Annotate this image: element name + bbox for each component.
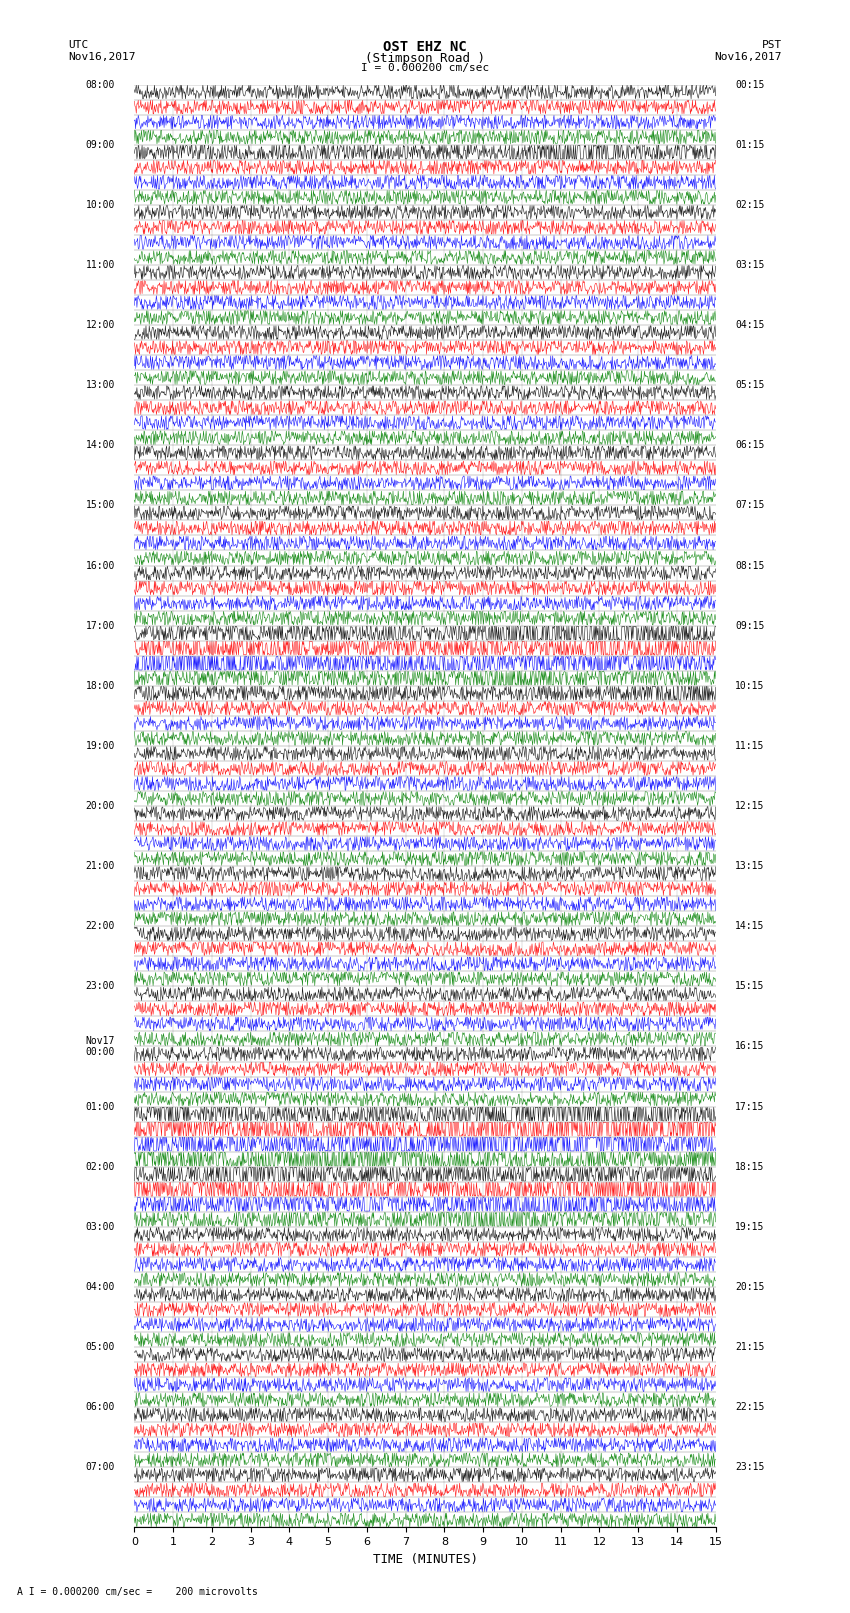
Text: 01:15: 01:15	[735, 140, 764, 150]
Text: 12:00: 12:00	[86, 319, 115, 331]
Text: 11:00: 11:00	[86, 260, 115, 269]
Text: 16:15: 16:15	[735, 1042, 764, 1052]
X-axis label: TIME (MINUTES): TIME (MINUTES)	[372, 1553, 478, 1566]
Text: 08:15: 08:15	[735, 560, 764, 571]
Text: PST
Nov16,2017: PST Nov16,2017	[715, 40, 782, 61]
Text: 15:15: 15:15	[735, 981, 764, 992]
Text: 20:00: 20:00	[86, 802, 115, 811]
Text: 20:15: 20:15	[735, 1282, 764, 1292]
Text: 09:00: 09:00	[86, 140, 115, 150]
Text: 02:00: 02:00	[86, 1161, 115, 1171]
Text: A I = 0.000200 cm/sec =    200 microvolts: A I = 0.000200 cm/sec = 200 microvolts	[17, 1587, 258, 1597]
Text: 04:00: 04:00	[86, 1282, 115, 1292]
Text: 22:15: 22:15	[735, 1402, 764, 1413]
Text: 14:15: 14:15	[735, 921, 764, 931]
Text: 19:15: 19:15	[735, 1223, 764, 1232]
Text: 06:15: 06:15	[735, 440, 764, 450]
Text: 21:15: 21:15	[735, 1342, 764, 1352]
Text: 18:00: 18:00	[86, 681, 115, 690]
Text: UTC
Nov16,2017: UTC Nov16,2017	[68, 40, 135, 61]
Text: 13:15: 13:15	[735, 861, 764, 871]
Text: 10:15: 10:15	[735, 681, 764, 690]
Text: 06:00: 06:00	[86, 1402, 115, 1413]
Text: 22:00: 22:00	[86, 921, 115, 931]
Text: 07:00: 07:00	[86, 1463, 115, 1473]
Text: 14:00: 14:00	[86, 440, 115, 450]
Text: 05:15: 05:15	[735, 381, 764, 390]
Text: 19:00: 19:00	[86, 740, 115, 752]
Text: 01:00: 01:00	[86, 1102, 115, 1111]
Text: 00:15: 00:15	[735, 79, 764, 89]
Text: 16:00: 16:00	[86, 560, 115, 571]
Text: 07:15: 07:15	[735, 500, 764, 510]
Text: 17:15: 17:15	[735, 1102, 764, 1111]
Text: 08:00: 08:00	[86, 79, 115, 89]
Text: 13:00: 13:00	[86, 381, 115, 390]
Text: I = 0.000200 cm/sec: I = 0.000200 cm/sec	[361, 63, 489, 73]
Text: 10:00: 10:00	[86, 200, 115, 210]
Text: 04:15: 04:15	[735, 319, 764, 331]
Text: 18:15: 18:15	[735, 1161, 764, 1171]
Text: 05:00: 05:00	[86, 1342, 115, 1352]
Text: 21:00: 21:00	[86, 861, 115, 871]
Text: 23:15: 23:15	[735, 1463, 764, 1473]
Text: 11:15: 11:15	[735, 740, 764, 752]
Text: 23:00: 23:00	[86, 981, 115, 992]
Text: 02:15: 02:15	[735, 200, 764, 210]
Text: 03:00: 03:00	[86, 1223, 115, 1232]
Text: 17:00: 17:00	[86, 621, 115, 631]
Text: OST EHZ NC: OST EHZ NC	[383, 40, 467, 55]
Text: Nov17
00:00: Nov17 00:00	[86, 1036, 115, 1057]
Text: 15:00: 15:00	[86, 500, 115, 510]
Text: 12:15: 12:15	[735, 802, 764, 811]
Text: 09:15: 09:15	[735, 621, 764, 631]
Text: 03:15: 03:15	[735, 260, 764, 269]
Text: (Stimpson Road ): (Stimpson Road )	[365, 52, 485, 65]
